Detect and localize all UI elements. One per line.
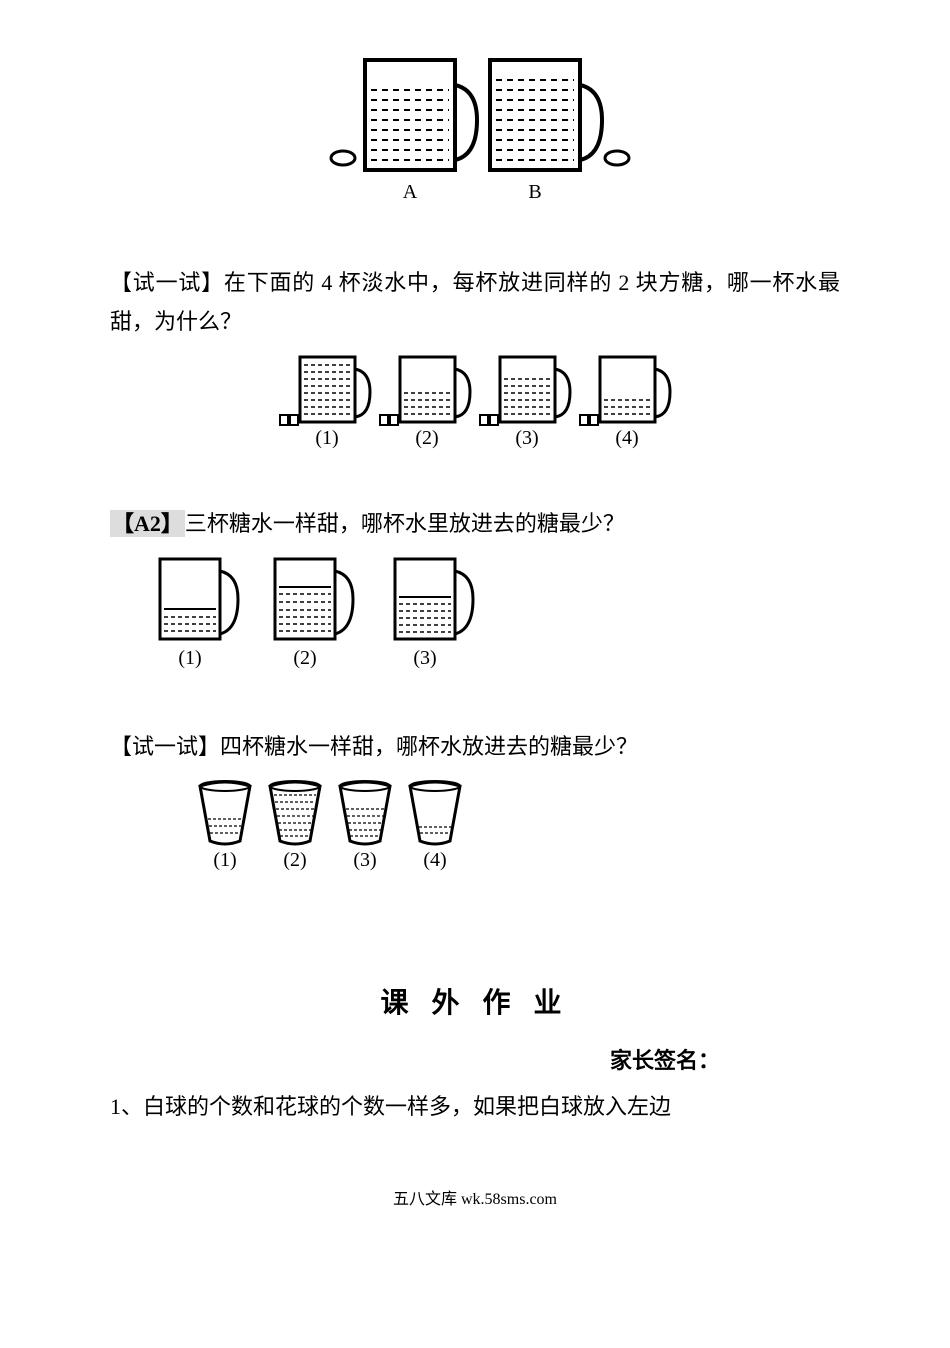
figure-two-mugs: A B bbox=[110, 50, 840, 223]
q3-label-3: (3) bbox=[353, 849, 376, 871]
q2-label-1: (1) bbox=[178, 647, 201, 669]
two-mugs-svg: A B bbox=[315, 50, 635, 210]
q2-text: 三杯糖水一样甜，哪杯水里放进去的糖最少？ bbox=[185, 511, 625, 536]
parent-sign-label: 家长签名： bbox=[110, 1041, 840, 1081]
q3-label-4: (4) bbox=[423, 849, 446, 871]
figure-three-mugs: (1) (2) (3) bbox=[110, 554, 840, 687]
four-cups-svg: (1) (2) (3) bbox=[190, 776, 490, 876]
page-footer: 五八文库 wk.58sms.com bbox=[110, 1186, 840, 1215]
three-mugs-svg: (1) (2) (3) bbox=[150, 554, 500, 674]
figure-four-cups: (1) (2) (3) bbox=[110, 776, 840, 889]
q1-label-4: (4) bbox=[615, 427, 638, 449]
homework-title: 课 外 作 业 bbox=[110, 979, 840, 1029]
q2-label-3: (3) bbox=[413, 647, 436, 669]
q1-label-2: (2) bbox=[415, 427, 438, 449]
question-1-text: 【试一试】在下面的 4 杯淡水中，每杯放进同样的 2 块方糖，哪一杯水最甜，为什… bbox=[110, 263, 840, 342]
homework-item-1: 1、白球的个数和花球的个数一样多，如果把白球放入左边 bbox=[110, 1087, 840, 1127]
q1-label-3: (3) bbox=[515, 427, 538, 449]
q1-label-1: (1) bbox=[315, 427, 338, 449]
figure-four-mugs-1: (1) (2) (3) bbox=[110, 352, 840, 465]
question-3-text: 【试一试】四杯糖水一样甜，哪杯水放进去的糖最少？ bbox=[110, 727, 840, 767]
label-b: B bbox=[528, 181, 541, 203]
q2-tag: 【A2】 bbox=[110, 510, 185, 537]
q3-label-1: (1) bbox=[213, 849, 236, 871]
q3-label-2: (2) bbox=[283, 849, 306, 871]
label-a: A bbox=[403, 181, 418, 203]
q2-label-2: (2) bbox=[293, 647, 316, 669]
question-2: 【A2】三杯糖水一样甜，哪杯水里放进去的糖最少？ bbox=[110, 504, 840, 544]
four-mugs-svg-1: (1) (2) (3) bbox=[275, 352, 675, 452]
